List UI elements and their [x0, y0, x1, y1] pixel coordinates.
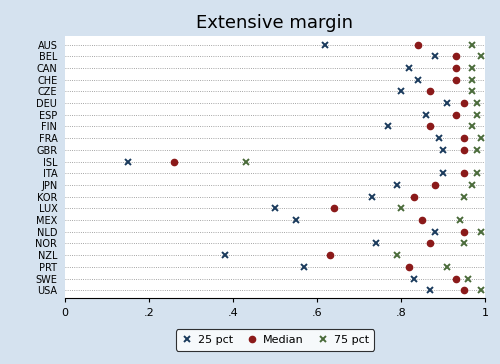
Legend: 25 pct, Median, 75 pct: 25 pct, Median, 75 pct	[176, 329, 374, 351]
Title: Extensive margin: Extensive margin	[196, 14, 354, 32]
